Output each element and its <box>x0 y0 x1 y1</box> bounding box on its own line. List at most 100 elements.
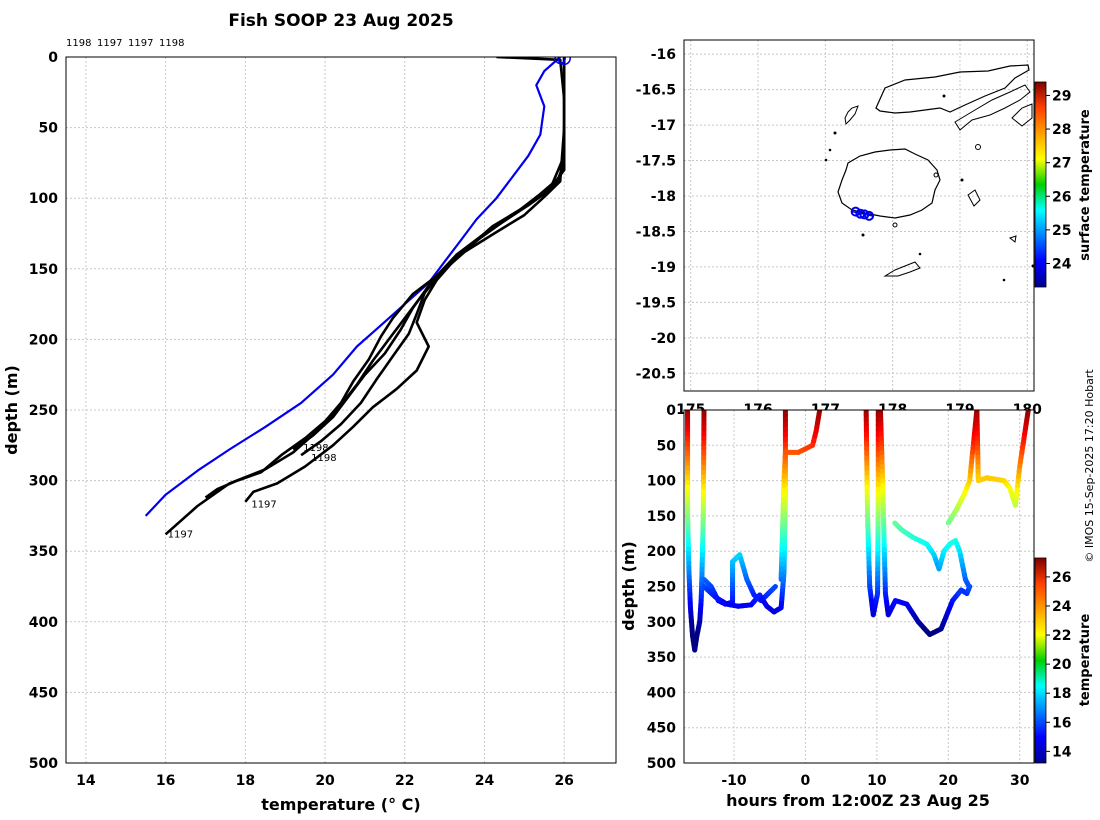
y-tick-label: -19 <box>651 260 676 276</box>
profile-id-label: 1198 <box>66 38 91 49</box>
y-tick-label: 150 <box>29 262 58 278</box>
viti-levu-island <box>837 148 941 219</box>
y-tick-label: 50 <box>39 121 59 137</box>
y-tick-label: 500 <box>29 756 58 772</box>
y-tick-label: 200 <box>29 332 58 348</box>
map-ticks: 175176177178179180-16-16.5-17-17.5-18-18… <box>636 47 1042 418</box>
islet <box>824 158 828 162</box>
y-tick-label: 0 <box>48 50 58 66</box>
colorbar-tick-label: 24 <box>1052 256 1072 272</box>
isotherm-segment-h <box>945 410 1031 526</box>
islet <box>967 189 981 207</box>
islet <box>918 252 922 256</box>
islet <box>975 144 981 150</box>
y-tick-label: 500 <box>647 756 676 772</box>
series-line-profile-2 <box>292 57 566 451</box>
section-colorbar-label: temperature <box>1078 614 1093 707</box>
map-colorbar-ticks: 24 25 26 27 28 29 <box>1046 88 1072 272</box>
x-tick-label: 30 <box>1010 773 1030 789</box>
x-tick-label: 18 <box>236 773 255 789</box>
islet <box>933 172 939 178</box>
colorbar-tick-label: 26 <box>1052 189 1071 205</box>
colorbar-tick-label: 29 <box>1052 88 1071 104</box>
y-tick-label: 100 <box>647 474 676 490</box>
y-tick-label: 150 <box>647 509 676 525</box>
profile-lines <box>144 57 571 536</box>
y-tick-label: -20 <box>651 331 677 347</box>
y-tick-label: 250 <box>29 403 58 419</box>
islet <box>942 94 946 98</box>
x-tick-label: -10 <box>721 773 747 789</box>
xbt-station-marker <box>855 208 866 219</box>
kadavu-island <box>883 261 921 277</box>
y-tick-label: 200 <box>647 544 676 560</box>
y-tick-label: 350 <box>647 650 676 666</box>
series-line-profile-3 <box>300 57 566 457</box>
islet <box>828 148 832 152</box>
map-stations <box>850 206 875 221</box>
profile-end-label: 1197 <box>251 500 276 511</box>
x-tick-label: 20 <box>315 773 335 789</box>
y-tick-label: -16 <box>651 47 676 63</box>
y-tick-label: 250 <box>647 580 676 596</box>
colorbar-tick-label: 27 <box>1052 156 1071 172</box>
vanua-levu-island <box>875 64 1030 114</box>
x-tick-label: 22 <box>395 773 414 789</box>
section-colorbar-ticks: 14 16 18 20 22 24 26 <box>1046 570 1072 760</box>
section-plot: -10 0 10 20 30050100150200250300350400450500… <box>619 403 1093 810</box>
isotherm-segment-f <box>877 410 973 638</box>
y-tick-label: -19.5 <box>636 295 676 311</box>
islet <box>960 178 964 182</box>
map-colorbar <box>1034 81 1047 288</box>
isotherm-segment-e <box>863 410 881 618</box>
y-tick-label: 0 <box>666 403 676 419</box>
y-tick-label: 50 <box>657 438 677 454</box>
series-line-climatology <box>144 57 561 517</box>
yasawa-island <box>844 105 859 126</box>
y-tick-label: -17 <box>651 118 676 134</box>
colorbar-tick-label: 22 <box>1052 628 1071 644</box>
x-tick-label: 14 <box>76 773 96 789</box>
xbt-station-marker <box>864 210 875 221</box>
section-segment <box>964 580 972 589</box>
x-tick-label: 20 <box>939 773 959 789</box>
islet <box>833 131 837 135</box>
surface-marker <box>557 57 571 66</box>
section-segment <box>1025 410 1031 418</box>
x-tick-label: 26 <box>554 773 573 789</box>
profile-id-label: 1198 <box>159 38 184 49</box>
y-tick-label: 450 <box>29 685 58 701</box>
y-tick-label: 300 <box>29 474 58 490</box>
y-tick-label: 350 <box>29 544 58 560</box>
islet <box>861 233 865 237</box>
credit-text: © IMOS 15-Sep-2025 17:20 Hobart <box>1083 369 1096 563</box>
y-tick-label: 450 <box>647 721 676 737</box>
section-segment <box>816 410 823 417</box>
section-colorbar <box>1034 557 1047 764</box>
profile-y-label: depth (m) <box>2 365 21 455</box>
x-tick-label: 16 <box>156 773 175 789</box>
profile-plot: 14 16 18 20 22 24 26 0 50 100 150 200 250 300 350 400 45… <box>2 38 617 814</box>
y-tick-label: -18 <box>651 189 676 205</box>
section-axes-frame <box>683 409 1035 764</box>
profile-top-labels: 1198 1197 1197 1198 <box>66 38 184 49</box>
x-tick-label: 0 <box>801 773 811 789</box>
xbt-station-marker <box>850 206 861 217</box>
section-lines <box>685 410 1031 653</box>
isotherm-segment-g <box>892 520 972 589</box>
map-grid <box>684 40 1034 391</box>
map-plot: 175176177178179180-16-16.5-17-17.5-18-18… <box>636 39 1093 418</box>
section-y-label: depth (m) <box>619 541 638 631</box>
series-line-profile-5 <box>204 57 566 499</box>
map-colorbar-label: surface temperature <box>1078 109 1093 261</box>
profile-x-label: temperature (° C) <box>261 795 420 814</box>
isotherm-segment-b <box>701 552 778 607</box>
colorbar-tick-label: 18 <box>1052 686 1071 702</box>
y-tick-label: 300 <box>647 615 676 631</box>
y-tick-label: 400 <box>29 615 58 631</box>
colorbar-tick-label: 24 <box>1052 599 1072 615</box>
y-tick-label: -20.5 <box>636 366 676 382</box>
section-segment <box>770 584 778 592</box>
profile-end-label: 1197 <box>168 529 193 540</box>
